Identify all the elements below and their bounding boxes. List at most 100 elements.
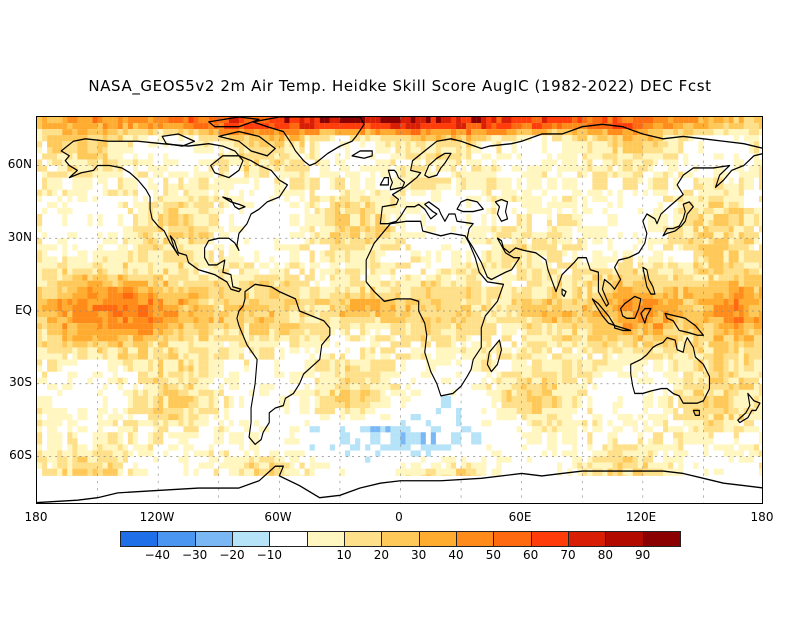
skill-cell xyxy=(163,250,169,257)
skill-cell xyxy=(410,159,416,166)
skill-cell xyxy=(425,292,431,299)
skill-cell xyxy=(546,153,553,160)
skill-cell xyxy=(708,280,714,287)
skill-cell xyxy=(496,141,502,148)
skill-cell xyxy=(375,256,381,263)
skill-cell xyxy=(430,359,436,366)
skill-cell xyxy=(572,292,578,299)
skill-cell xyxy=(521,232,527,239)
skill-cell xyxy=(67,311,73,318)
skill-cell xyxy=(193,117,199,124)
skill-cell xyxy=(57,165,63,172)
skill-cell xyxy=(117,123,123,130)
skill-cell xyxy=(87,117,93,124)
skill-cell xyxy=(163,177,169,184)
skill-cell xyxy=(148,286,154,293)
skill-cell xyxy=(728,214,734,221)
skill-cell xyxy=(703,359,709,366)
skill-cell xyxy=(137,298,144,306)
skill-cell xyxy=(597,359,603,366)
skill-cell xyxy=(420,165,426,172)
skill-cell xyxy=(536,123,542,130)
skill-cell xyxy=(491,214,497,221)
skill-cell xyxy=(501,123,507,130)
skill-cell xyxy=(132,220,139,227)
skill-cell xyxy=(466,159,472,166)
skill-cell xyxy=(102,189,108,196)
skill-cell xyxy=(587,298,593,306)
skill-cell xyxy=(546,311,553,318)
skill-cell xyxy=(678,323,684,330)
skill-cell xyxy=(132,353,139,360)
skill-cell xyxy=(355,123,361,130)
skill-cell xyxy=(572,141,578,148)
skill-cell xyxy=(132,250,139,257)
skill-cell xyxy=(557,171,563,178)
skill-cell xyxy=(693,353,699,360)
skill-cell xyxy=(607,220,613,227)
skill-cell xyxy=(668,238,674,245)
skill-cell xyxy=(456,371,462,378)
skill-cell xyxy=(486,165,492,172)
skill-cell xyxy=(562,311,568,318)
skill-cell xyxy=(430,323,436,330)
skill-cell xyxy=(137,292,144,299)
skill-cell xyxy=(551,238,558,245)
skill-cell xyxy=(627,311,633,318)
skill-cell xyxy=(748,244,755,251)
skill-cell xyxy=(511,359,517,366)
skill-cell xyxy=(143,159,149,166)
skill-cell xyxy=(334,371,341,378)
skill-cell xyxy=(213,177,219,184)
skill-cell xyxy=(657,329,664,336)
skill-cell xyxy=(410,135,416,142)
skill-cell xyxy=(344,226,351,233)
skill-cell xyxy=(264,311,270,318)
skill-cell xyxy=(486,153,492,160)
skill-cell xyxy=(249,329,255,336)
skill-cell xyxy=(461,298,467,306)
skill-cell xyxy=(87,353,93,360)
skill-cell xyxy=(97,123,103,130)
skill-cell xyxy=(360,244,366,251)
skill-cell xyxy=(122,226,128,233)
skill-cell xyxy=(668,377,674,384)
skill-cell xyxy=(612,298,618,306)
skill-cell xyxy=(612,171,618,178)
skill-cell xyxy=(758,304,762,312)
skill-cell xyxy=(47,262,53,269)
skill-cell xyxy=(329,304,335,312)
skill-cell xyxy=(612,274,618,281)
skill-cell xyxy=(107,135,113,142)
skill-cell xyxy=(365,298,371,306)
skill-cell xyxy=(501,153,507,160)
skill-cell xyxy=(592,165,598,172)
skill-cell xyxy=(365,304,371,312)
skill-cell xyxy=(723,220,729,227)
skill-cell xyxy=(102,171,108,178)
skill-cell xyxy=(37,256,43,263)
skill-cell xyxy=(743,304,749,312)
skill-cell xyxy=(193,347,199,354)
skill-cell xyxy=(420,329,426,336)
skill-cell xyxy=(567,292,573,299)
skill-cell xyxy=(577,189,583,196)
skill-cell xyxy=(395,189,401,196)
skill-cell xyxy=(572,359,578,366)
skill-cell xyxy=(284,117,290,124)
skill-cell xyxy=(82,147,88,154)
skill-cell xyxy=(183,317,189,324)
skill-cell xyxy=(42,177,48,184)
skill-cell xyxy=(562,274,568,281)
skill-cell xyxy=(243,317,250,324)
skill-cell xyxy=(77,323,83,330)
skill-cell xyxy=(491,256,497,263)
skill-cell xyxy=(259,141,265,148)
skill-cell xyxy=(758,268,762,275)
skill-cell xyxy=(62,117,68,124)
skill-cell xyxy=(728,123,734,130)
skill-cell xyxy=(440,159,447,166)
skill-cell xyxy=(385,201,391,209)
skill-cell xyxy=(350,207,356,215)
skill-cell xyxy=(466,353,472,360)
